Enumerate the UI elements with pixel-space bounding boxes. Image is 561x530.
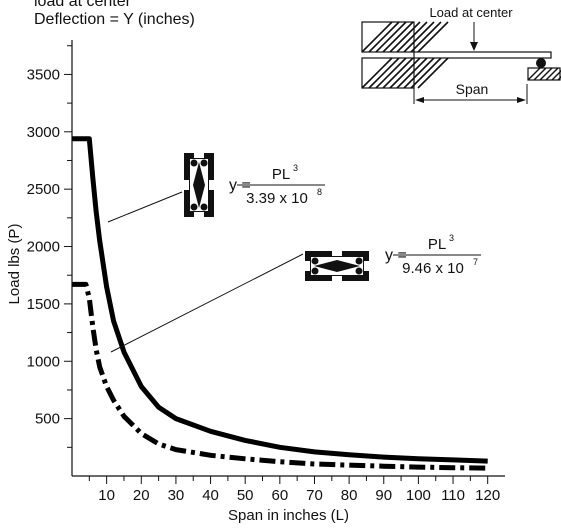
inset-hatch-upper-0 [361,21,393,53]
inset-support-hatch-2 [539,67,553,81]
y-tick-label-2000: 2000 [27,239,60,256]
inset-hatch-lower-0 [361,57,393,89]
inset-hatch-upper-1 [368,21,400,53]
x-axis-label: Span in inches (L) [228,507,349,524]
inset-support-hatch-5 [557,76,561,81]
inset-hatch-upper-7 [410,21,442,53]
x-tick-label-20: 20 [133,487,150,504]
x-tick-label-100: 100 [406,487,431,504]
inset-hatch-lower-5 [396,57,428,89]
inset-hatch-lower-7 [410,57,442,89]
inset-span-arrow-right [517,97,526,103]
x-tick-label-110: 110 [441,487,465,504]
x-tick-label-120: 120 [475,487,500,504]
inset-span-label: Span [456,81,489,97]
x-tick-label-60: 60 [271,487,288,504]
formula-2-denominator: 9.46 x 10 [402,260,464,277]
profile-1x2-icon [184,153,214,217]
y-tick-label-500: 500 [35,411,60,428]
inset-support-hatch-0 [527,67,541,81]
series-line-2 [72,281,488,471]
inset-hatch-upper-5 [396,21,428,53]
inset-beam [413,51,552,59]
inset-hatch-upper-2 [375,21,407,53]
y-tick-label-1000: 1000 [27,353,60,370]
x-tick-label-80: 80 [341,487,358,504]
formula-1-numerator: PL [272,166,290,183]
inset-hatch-upper-3 [382,21,414,53]
formula-1-numerator-exponent: 3 [293,163,298,173]
inset-support-hatch-3 [545,67,559,81]
y-tick-label-3000: 3000 [27,124,60,141]
inset-hatch-lower-6 [403,57,435,89]
inset-hatch-upper-6 [403,21,435,53]
inset-hatch-lower-4 [389,57,421,89]
y-tick-label-3500: 3500 [27,66,60,83]
chart-title-line-1: load at center [34,0,131,10]
inset-hatch-lower-8 [417,57,449,89]
inset-load-label: Load at center [429,5,513,20]
x-tick-label-50: 50 [237,487,254,504]
formula-2-denominator-exponent: 7 [473,257,478,267]
inset-hatch-lower-2 [375,57,407,89]
leader-line-1 [107,191,183,223]
chart-title-line-2: Deflection = Y (inches) [34,11,195,28]
series-line-1 [72,136,488,464]
inset-hatch-upper-8 [417,21,449,53]
x-tick-label-70: 70 [306,487,323,504]
inset-span-arrow-left [415,97,424,103]
inset-support-hatch-4 [551,70,561,81]
x-tick-label-40: 40 [202,487,219,504]
formula-1-denominator: 3.39 x 10 [246,190,308,207]
y-tick-label-2500: 2500 [27,181,60,198]
inset-support-block [527,67,561,81]
inset-load-arrowhead [470,42,478,51]
y-tick-label-1500: 1500 [27,296,60,313]
inset-hatch-lower-3 [382,57,414,89]
inset-roller-support [536,58,546,68]
inset-hatch-upper-4 [389,21,421,53]
y-axis-label: Load lbs (P) [6,224,23,305]
x-tick-label-30: 30 [168,487,185,504]
x-tick-label-10: 10 [98,487,115,504]
leader-line-2 [110,253,304,353]
inset-support-hatch-1 [533,67,547,81]
formula-2-numerator: PL [428,236,446,253]
formula-2-numerator-exponent: 3 [449,233,454,243]
inset-hatch-lower-1 [368,57,400,89]
x-tick-label-90: 90 [375,487,392,504]
formula-1-denominator-exponent: 8 [317,187,322,197]
profile-2x1-icon [305,251,369,281]
